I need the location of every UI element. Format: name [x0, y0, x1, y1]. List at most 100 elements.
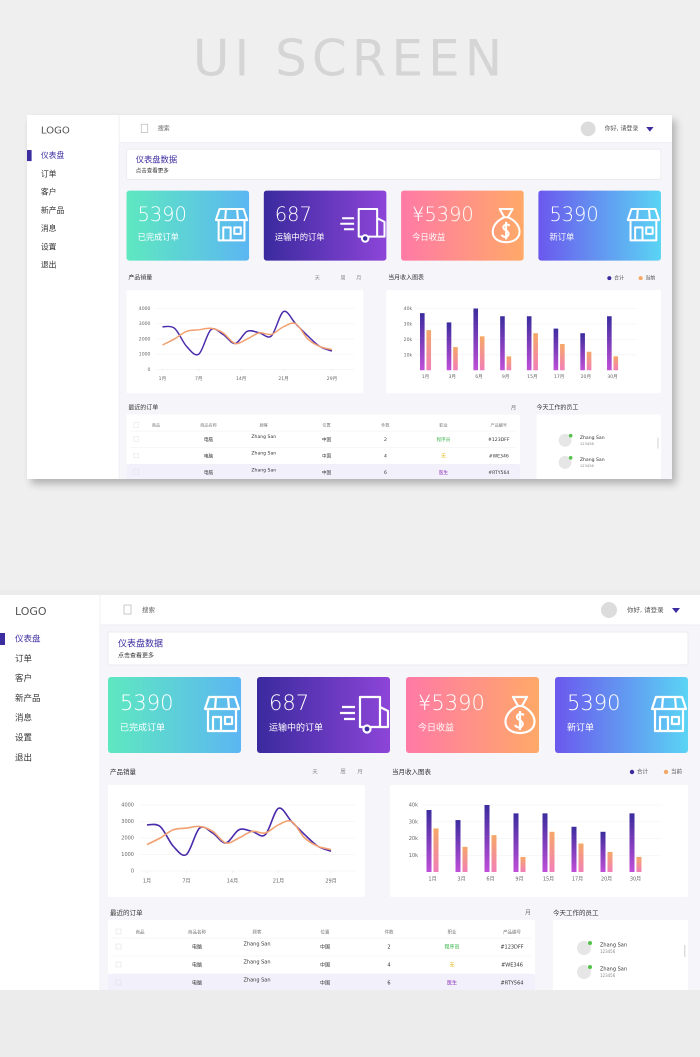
nav-item[interactable]: 设置: [15, 733, 33, 744]
table-cell: 6: [387, 981, 390, 987]
legend-label: 当前: [671, 768, 683, 776]
icon-store: [626, 207, 661, 242]
online-dot: [588, 965, 592, 969]
bar: [462, 846, 468, 872]
online-dot: [568, 433, 573, 438]
x-tick-label: 20月: [601, 877, 612, 883]
row-checkbox[interactable]: [133, 469, 139, 475]
table-header: 位置: [322, 422, 330, 428]
search-input[interactable]: 搜索: [142, 605, 156, 614]
chart-tab[interactable]: 周: [341, 276, 346, 282]
table-cell: 中国: [322, 436, 332, 443]
table-header: 职业: [439, 422, 447, 428]
legend-label: 合计: [614, 275, 624, 282]
chart-tab[interactable]: 天: [312, 769, 318, 776]
table-header: 产品编号: [503, 929, 521, 936]
card-value: 5390: [138, 203, 187, 226]
row-checkbox[interactable]: [133, 452, 139, 459]
nav-item[interactable]: 订单: [41, 168, 57, 178]
bar: [455, 820, 461, 872]
nav-item[interactable]: 新产品: [41, 205, 65, 215]
nav-item[interactable]: 客户: [15, 673, 32, 684]
card-label: 今日收益: [418, 722, 454, 734]
chart-tab[interactable]: 周: [340, 769, 346, 776]
row-highlight: [108, 974, 535, 990]
dropdown-arrow[interactable]: [646, 126, 654, 132]
bar: [607, 851, 613, 872]
staff-name: Zhang San: [600, 943, 627, 949]
dropdown-arrow[interactable]: [672, 608, 680, 613]
section-title: 今天工作的员工: [537, 404, 579, 412]
bar: [484, 805, 490, 872]
bar: [526, 316, 532, 371]
table-header: 件数: [381, 422, 389, 428]
row-checkbox[interactable]: [115, 943, 122, 950]
nav-item[interactable]: 仪表盘: [15, 634, 41, 645]
table-header: 商品: [152, 422, 160, 428]
staff-avatar: [577, 941, 591, 955]
table-header: 位置: [321, 929, 330, 936]
table-header: 件数: [385, 929, 394, 936]
nav-item[interactable]: 退出: [41, 260, 57, 270]
bar: [500, 316, 505, 371]
y-tick-label: 20k: [409, 836, 418, 842]
card-value: 5390: [567, 691, 620, 715]
login-link[interactable]: 你好, 请登录: [605, 124, 639, 132]
staff-id: 123456: [580, 442, 595, 446]
logo: LOGO: [15, 605, 47, 618]
nav-item[interactable]: 客户: [41, 187, 57, 197]
table-cell: 中国: [322, 452, 332, 459]
chart-tab[interactable]: 月: [357, 769, 363, 776]
y-tick-label: 30k: [409, 819, 418, 825]
table-cell: 医生: [447, 980, 457, 987]
nav-item[interactable]: 消息: [41, 223, 57, 233]
chart-tab[interactable]: 天: [315, 276, 320, 282]
bar: [479, 336, 485, 371]
period-filter[interactable]: 月: [511, 405, 517, 412]
y-tick-label: 0: [148, 367, 151, 373]
card-label: 运输中的订单: [269, 722, 323, 734]
x-tick-label: 7月: [195, 376, 203, 382]
icon-moneybag: [504, 695, 536, 735]
banner-link[interactable]: 点击查看更多: [118, 652, 154, 660]
table-cell: Zhang San: [244, 978, 271, 984]
card-value: 687: [275, 203, 312, 226]
y-tick-label: 2000: [121, 836, 134, 842]
table-header: 商品名称: [188, 929, 206, 936]
table-header: 产品编号: [491, 422, 508, 428]
staff-panel: [553, 920, 688, 990]
staff-avatar: [558, 433, 572, 447]
nav-item[interactable]: 仪表盘: [41, 150, 65, 160]
nav-item[interactable]: 新产品: [15, 693, 41, 704]
period-filter[interactable]: 月: [525, 910, 531, 917]
row-checkbox[interactable]: [133, 436, 139, 442]
table-cell: Zhang San: [244, 942, 271, 948]
nav-item[interactable]: 退出: [15, 752, 32, 763]
nav-item[interactable]: 设置: [41, 241, 57, 251]
row-checkbox[interactable]: [115, 961, 122, 968]
x-tick-label: 6月: [475, 374, 483, 380]
table-cell: Zhang San: [251, 467, 276, 473]
table-cell: Zhang San: [251, 434, 276, 440]
banner-link[interactable]: 点击查看更多: [136, 167, 170, 175]
bar: [506, 356, 512, 371]
table-header: 顾客: [253, 929, 262, 936]
search-input[interactable]: 搜索: [158, 124, 170, 132]
row-checkbox[interactable]: [115, 979, 122, 986]
table-header: 商品: [136, 929, 145, 936]
bar: [629, 813, 635, 872]
nav-item[interactable]: 订单: [15, 653, 33, 664]
bar: [446, 322, 452, 371]
y-tick-label: 1000: [139, 352, 151, 358]
chart-tab[interactable]: 月: [356, 276, 361, 282]
nav-item[interactable]: 消息: [15, 713, 33, 724]
x-tick-label: 1月: [428, 877, 436, 883]
table-cell: 4: [384, 453, 387, 459]
bar: [613, 356, 619, 371]
banner-title: 仪表盘数据: [136, 155, 177, 165]
login-link[interactable]: 你好, 请登录: [627, 605, 664, 614]
legend-swatch: [607, 276, 612, 281]
bar: [433, 828, 439, 872]
x-tick-label: 1月: [143, 879, 151, 885]
